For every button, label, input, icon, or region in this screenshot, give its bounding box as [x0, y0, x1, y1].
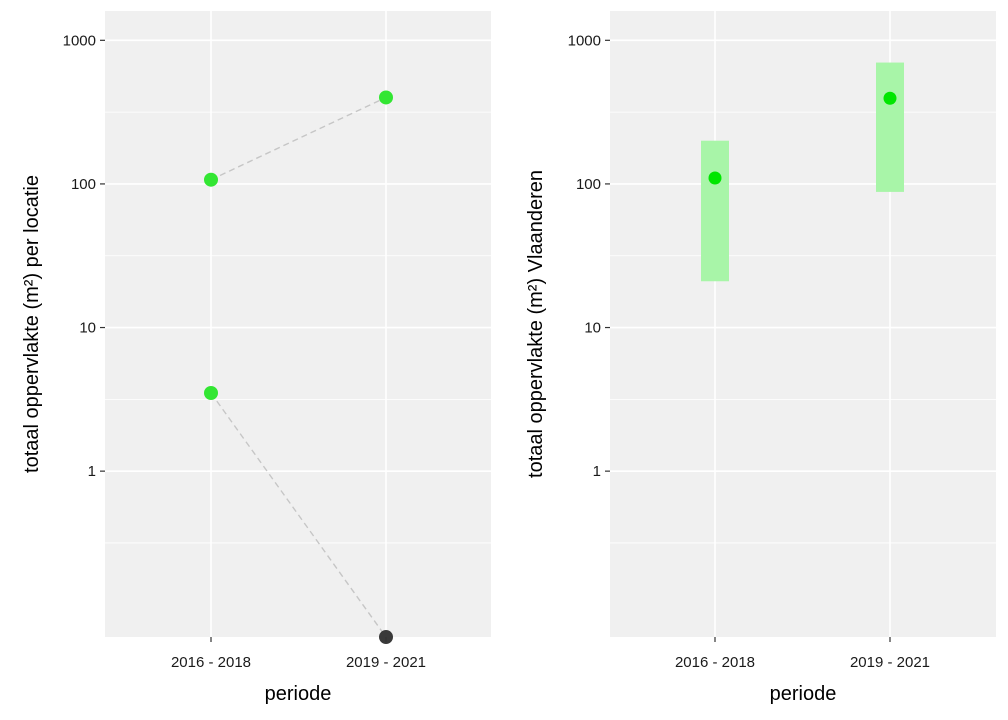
right-y-axis-title: totaal oppervlakte (m²) Vlaanderen	[525, 170, 547, 478]
left-y-tick-label: 100	[71, 176, 96, 193]
left-x-axis-title: periode	[265, 683, 332, 705]
right-y-tick-label: 1	[593, 463, 601, 480]
right-interval-bands	[701, 62, 904, 282]
left-x-tick-label: 2019 - 2021	[346, 654, 426, 671]
estimate-point-1	[708, 171, 722, 185]
left-connectors	[210, 96, 387, 638]
right-axes: 1 10 100 1000 2016 - 2018 2019 - 2021	[568, 32, 930, 671]
estimate-point-2	[883, 91, 897, 105]
left-x-tick-label: 2016 - 2018	[171, 654, 251, 671]
right-x-axis-title: periode	[770, 683, 837, 705]
interval-band-2	[876, 62, 904, 192]
right-x-tick-label: 2016 - 2018	[675, 654, 755, 671]
left-y-tick-label: 1000	[63, 32, 96, 49]
interval-band-1	[701, 140, 729, 282]
right-data-marks	[708, 91, 897, 185]
left-data-marks	[204, 90, 393, 644]
data-point-series-2-1	[204, 386, 218, 401]
left-y-tick-label: 1	[88, 463, 96, 480]
left-y-tick-label: 10	[79, 320, 96, 337]
right-chart: 1 10 100 1000 2016 - 2018 2019 - 2021 periode…	[525, 11, 996, 705]
data-point-series-1-1	[204, 172, 218, 187]
connector-line-series-1	[210, 96, 387, 181]
left-chart: 1 10 100 1000 2016 - 2018 2019 - 2021 periode…	[21, 11, 491, 705]
right-x-tick-label: 2019 - 2021	[850, 654, 930, 671]
left-axes: 1 10 100 1000 2016 - 2018 2019 - 2021	[63, 32, 426, 671]
data-point-series-1-2	[379, 90, 393, 105]
left-y-axis-title: totaal oppervlakte (m²) per locatie	[21, 175, 43, 473]
right-y-tick-label: 100	[576, 176, 601, 193]
connector-line-series-2	[210, 392, 387, 638]
right-y-tick-label: 1000	[568, 32, 601, 49]
left-gridlines	[105, 11, 491, 637]
right-panel-background	[610, 11, 996, 637]
left-panel-background	[105, 11, 491, 637]
right-y-tick-label: 10	[584, 320, 601, 337]
